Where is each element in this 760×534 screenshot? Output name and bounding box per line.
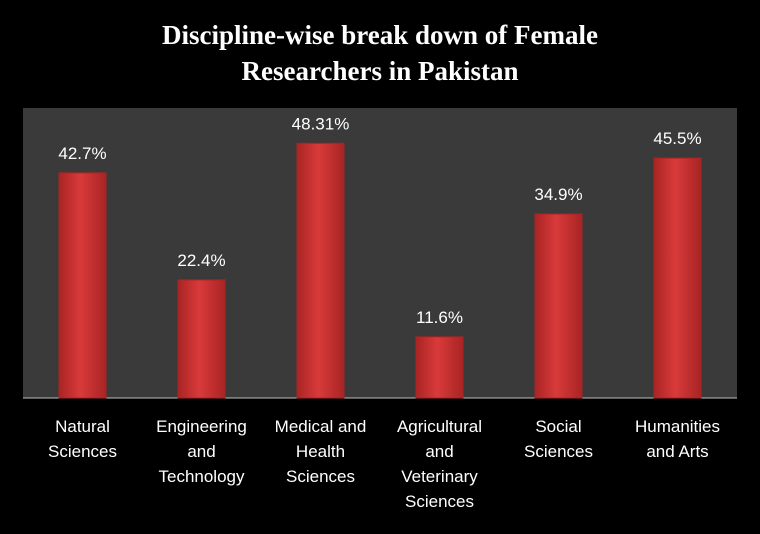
bar-0	[58, 172, 107, 399]
data-label-4: 34.9%	[534, 185, 582, 204]
category-label-0-line-1: Sciences	[48, 442, 117, 461]
category-label-1-line-0: Engineering	[156, 417, 247, 436]
bar-4	[534, 213, 583, 399]
category-label-3-line-1: and	[425, 442, 453, 461]
data-label-5: 45.5%	[653, 129, 701, 148]
plot-area	[23, 108, 737, 398]
data-label-0: 42.7%	[58, 144, 106, 163]
category-label-3-line-2: Veterinary	[401, 467, 478, 486]
bar-1	[177, 279, 226, 399]
data-label-1: 22.4%	[177, 251, 225, 270]
category-label-5-line-0: Humanities	[635, 417, 720, 436]
category-label-1-line-2: Technology	[158, 467, 245, 486]
category-label-5-line-1: and Arts	[646, 442, 708, 461]
category-label-0-line-0: Natural	[55, 417, 110, 436]
data-labels-group: 42.7% 22.4% 48.31% 11.6% 34.9% 45.5%	[58, 114, 701, 327]
chart-title-line-2: Researchers in Pakistan	[242, 56, 519, 86]
category-label-4-line-0: Social	[535, 417, 581, 436]
bar-3	[415, 336, 464, 399]
category-labels-group: Natural Sciences Engineering and Technology M…	[48, 417, 720, 511]
category-label-2-line-0: Medical and	[275, 417, 367, 436]
chart-title-line-1: Discipline-wise break down of Female	[162, 20, 598, 50]
category-label-3-line-3: Sciences	[405, 492, 474, 511]
category-label-4-line-1: Sciences	[524, 442, 593, 461]
data-label-2: 48.31%	[292, 114, 350, 133]
bar-2	[296, 142, 345, 399]
category-label-3-line-0: Agricultural	[397, 417, 482, 436]
bars-group	[58, 142, 702, 399]
bar-5	[653, 157, 702, 399]
category-label-1-line-1: and	[187, 442, 215, 461]
data-label-3: 11.6%	[416, 308, 463, 327]
category-label-2-line-2: Sciences	[286, 467, 355, 486]
category-label-2-line-1: Health	[296, 442, 345, 461]
